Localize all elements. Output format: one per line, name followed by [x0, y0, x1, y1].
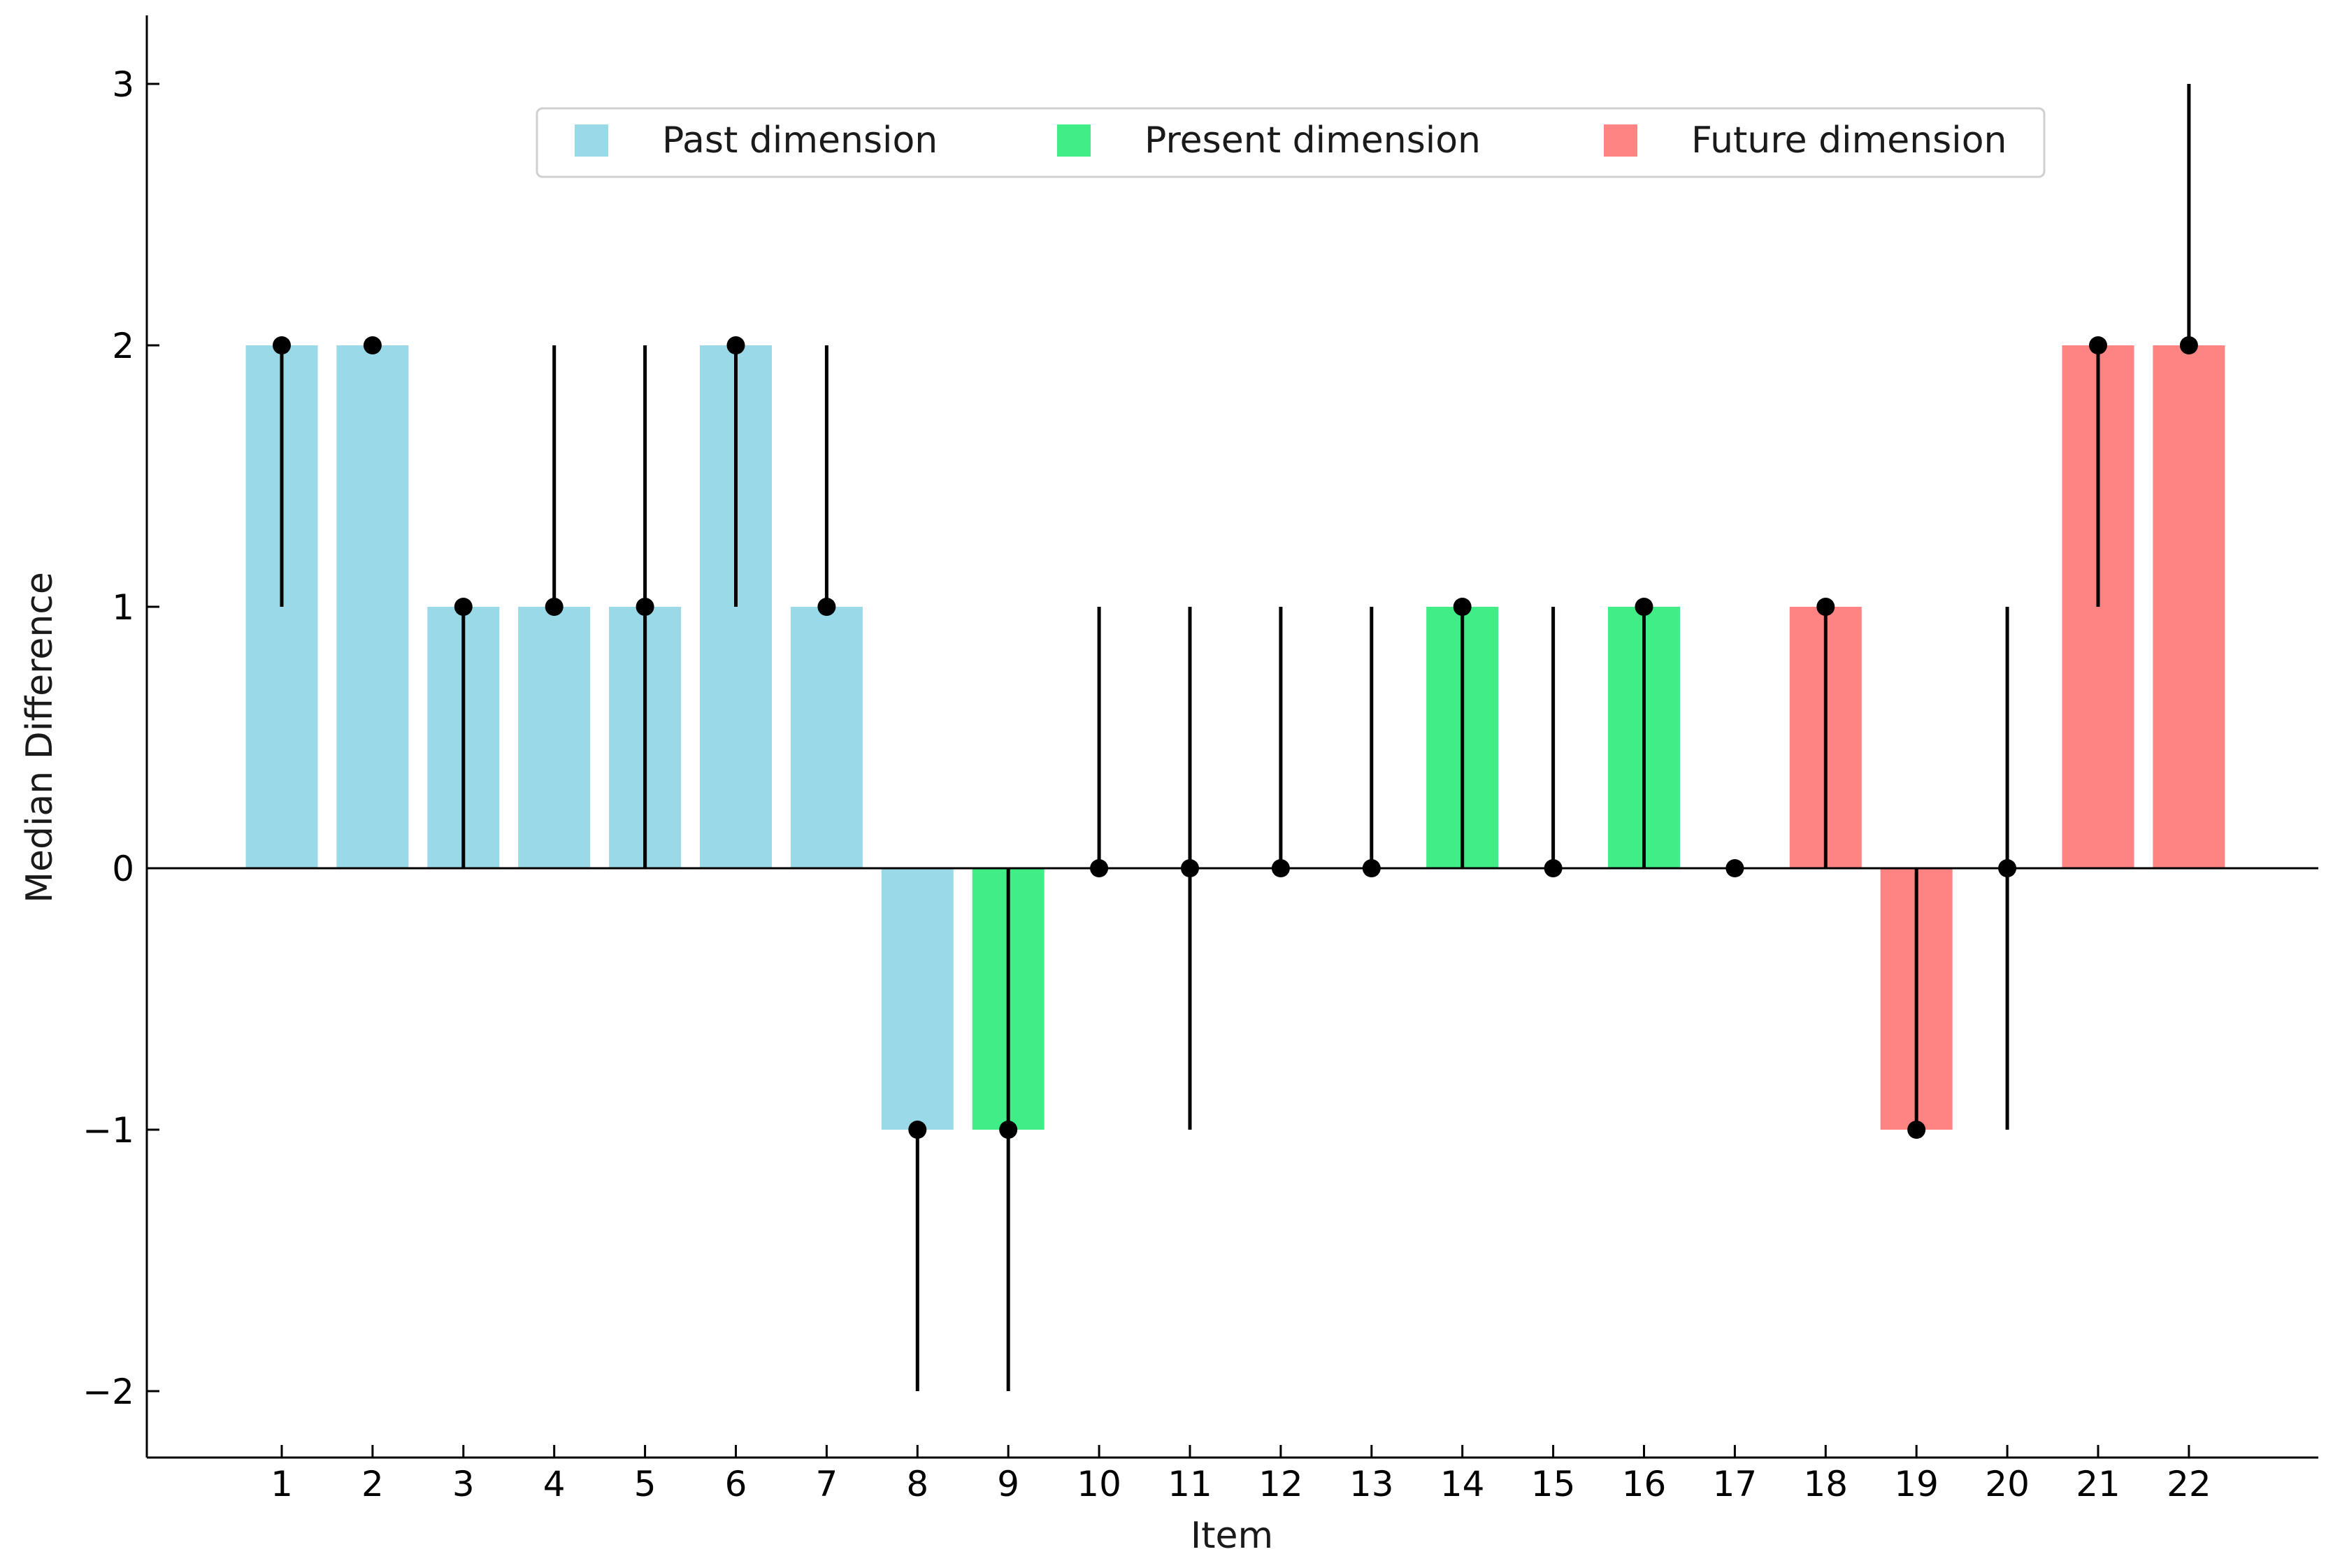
x-tick-label: 9: [997, 1464, 1019, 1504]
legend-label-present: Present dimension: [1144, 120, 1481, 161]
y-tick-label: −2: [82, 1372, 134, 1412]
x-tick-label: 18: [1803, 1464, 1848, 1504]
y-tick-label: 0: [112, 849, 134, 889]
legend-swatch-past: [575, 124, 608, 157]
median-point-item-7: [817, 598, 836, 616]
x-axis-label: Item: [1191, 1515, 1273, 1557]
y-tick-label: −1: [82, 1110, 134, 1151]
y-tick-label: 1: [112, 587, 134, 628]
range-lines-layer: [280, 84, 2191, 1391]
x-tick-label: 16: [1622, 1464, 1667, 1504]
median-point-item-11: [1181, 859, 1199, 877]
x-tick-label: 1: [271, 1464, 293, 1504]
legend-swatch-future: [1604, 124, 1637, 157]
legend-frame: [536, 107, 2046, 178]
y-ticks: −2 −1 0 1 2 3: [82, 64, 159, 1412]
x-tick-label: 19: [1894, 1464, 1939, 1504]
legend: Past dimension Present dimension Future di…: [536, 107, 2046, 178]
median-point-item-10: [1090, 859, 1109, 877]
x-tick-label: 11: [1168, 1464, 1212, 1504]
bar-item-4: [518, 607, 591, 868]
median-point-item-16: [1635, 598, 1653, 616]
x-tick-label: 8: [906, 1464, 928, 1504]
x-tick-label: 7: [815, 1464, 838, 1504]
median-point-item-5: [636, 598, 654, 616]
median-point-item-4: [545, 598, 563, 616]
median-point-item-15: [1544, 859, 1563, 877]
x-ticks: 1 2 3 4 5 6 7 8 9 10 11 12 13 14 15 16 17 18 19 20 21 22: [271, 1445, 2211, 1504]
x-tick-label: 17: [1713, 1464, 1758, 1504]
median-point-item-3: [454, 598, 473, 616]
median-point-item-19: [1907, 1121, 1926, 1139]
median-point-item-9: [999, 1121, 1018, 1139]
x-tick-label: 6: [725, 1464, 747, 1504]
median-point-item-8: [908, 1121, 927, 1139]
median-point-item-12: [1271, 859, 1290, 877]
y-axis-label: Median Difference: [19, 572, 61, 903]
median-point-item-6: [726, 336, 745, 354]
y-tick-label: 3: [112, 64, 134, 105]
x-tick-label: 10: [1077, 1464, 1121, 1504]
legend-swatch-present: [1057, 124, 1091, 157]
x-tick-label: 13: [1349, 1464, 1394, 1504]
median-point-item-14: [1453, 598, 1472, 616]
x-tick-label: 12: [1258, 1464, 1303, 1504]
bar-item-22: [2153, 345, 2225, 868]
x-tick-label: 4: [543, 1464, 566, 1504]
bar-item-2: [336, 345, 409, 868]
median-points-layer: [273, 336, 2198, 1139]
x-tick-label: 20: [1985, 1464, 2030, 1504]
median-point-item-20: [1998, 859, 2017, 877]
median-point-item-18: [1816, 598, 1835, 616]
axes-layer: [145, 15, 2318, 1459]
legend-label-past: Past dimension: [662, 120, 938, 161]
median-point-item-2: [363, 336, 382, 354]
x-tick-label: 21: [2076, 1464, 2120, 1504]
median-point-item-21: [2089, 336, 2107, 354]
x-tick-label: 5: [634, 1464, 656, 1504]
x-tick-label: 22: [2167, 1464, 2211, 1504]
x-tick-label: 14: [1440, 1464, 1485, 1504]
legend-label-future: Future dimension: [1691, 120, 2007, 161]
median-point-item-17: [1725, 859, 1744, 877]
x-tick-label: 15: [1531, 1464, 1576, 1504]
y-tick-label: 2: [112, 326, 134, 366]
x-tick-label: 3: [452, 1464, 475, 1504]
bar-item-7: [790, 607, 863, 868]
median-point-item-1: [273, 336, 291, 354]
median-point-item-22: [2179, 336, 2198, 354]
median-point-item-13: [1362, 859, 1381, 877]
bar-item-8: [881, 868, 954, 1130]
x-tick-label: 2: [361, 1464, 384, 1504]
